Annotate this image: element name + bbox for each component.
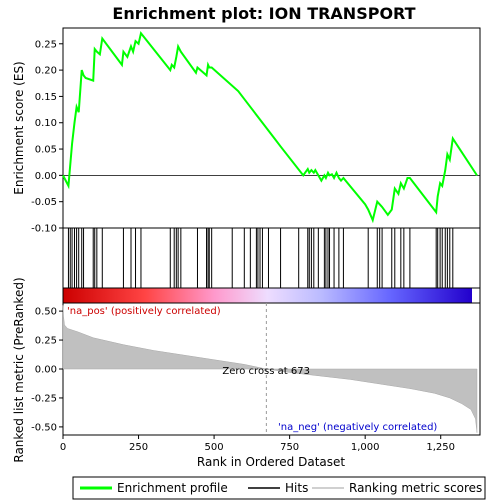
hit-lines: [67, 228, 454, 288]
ranking-x-ticks: 0 250 500 750 1,000 1,250: [60, 435, 455, 453]
es-y-tick-label: 0.15: [35, 92, 57, 103]
es-panel: 0.25 0.20 0.15 0.10 0.05 0.00 -0.05 -0.10 Enric…: [12, 27, 481, 235]
es-y-tick-label: 0.05: [35, 145, 57, 156]
legend: Enrichment profile Hits Ranking metric s…: [72, 476, 486, 500]
es-y-tick-label: 0.10: [35, 118, 57, 129]
es-y-tick-label: 0.20: [35, 66, 57, 77]
rank-color-gradient: [63, 288, 472, 303]
es-y-axis-label: Enrichment score (ES): [12, 61, 26, 194]
ranking-y-axis-label: Ranked list metric (PreRanked): [12, 277, 26, 462]
ranking-y-tick-label: -0.25: [31, 393, 57, 404]
x-tick-label: 1,000: [351, 442, 380, 453]
x-axis-label: Rank in Ordered Dataset: [197, 455, 345, 469]
zero-cross-label: Zero cross at 673: [222, 366, 310, 377]
x-tick-label: 1,250: [426, 442, 455, 453]
pos-correlated-label: 'na_pos' (positively correlated): [67, 306, 221, 317]
x-tick-label: 750: [280, 442, 299, 453]
x-tick-label: 500: [205, 442, 224, 453]
es-y-tick-label: -0.10: [31, 224, 57, 235]
es-y-ticks: 0.25 0.20 0.15 0.10 0.05 0.00 -0.05 -0.10: [31, 39, 63, 235]
es-y-tick-label: 0.25: [35, 39, 57, 50]
legend-enrichment-label: Enrichment profile: [117, 481, 228, 495]
es-y-tick-label: 0.00: [35, 171, 57, 182]
ranking-metric-area: [62, 305, 478, 433]
neg-correlated-label: 'na_neg' (negatively correlated): [278, 422, 437, 433]
x-tick-label: 0: [60, 442, 66, 453]
ranking-y-tick-label: -0.50: [31, 422, 57, 433]
ranking-y-ticks: 0.50 0.25 0.00 -0.25 -0.50: [31, 307, 63, 433]
legend-ranking-label: Ranking metric scores: [349, 481, 482, 495]
ranking-y-tick-label: 0.25: [35, 336, 57, 347]
rank-color-bar: [62, 287, 481, 304]
hits-panel-frame: [62, 227, 481, 289]
hits-panel: [62, 227, 481, 289]
ranking-y-tick-label: 0.00: [35, 365, 57, 376]
es-y-tick-label: -0.05: [31, 197, 57, 208]
es-panel-frame: [62, 27, 481, 229]
legend-hits-label: Hits: [285, 481, 308, 495]
ranking-y-tick-label: 0.50: [35, 307, 57, 318]
x-tick-label: 250: [129, 442, 148, 453]
enrichment-profile-line: [62, 31, 478, 224]
chart-title: Enrichment plot: ION TRANSPORT: [112, 4, 415, 23]
ranking-panel: Zero cross at 673 'na_pos' (positively c…: [12, 277, 481, 469]
